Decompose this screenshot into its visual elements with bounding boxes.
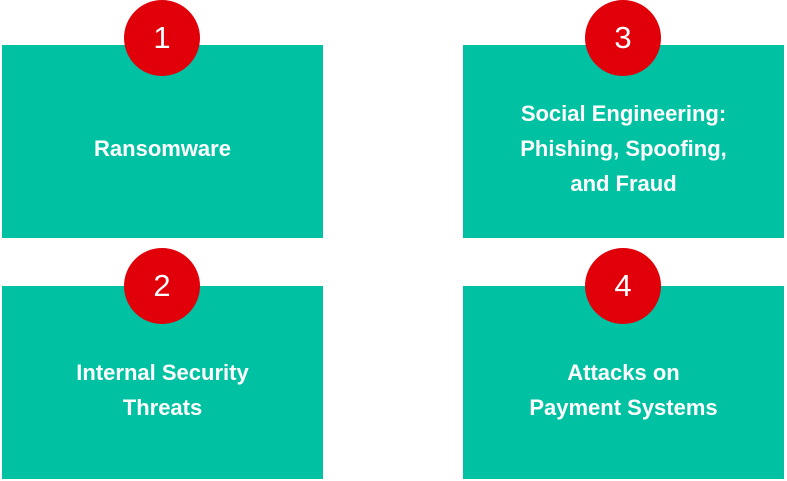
threat-card-label: Ransomware [94,136,231,161]
threat-card-ransomware: Ransomware [2,45,323,238]
threat-card-label: Attacks on Payment Systems [529,359,718,420]
threat-card-social-engineering: Social Engineering: Phishing, Spoofing, … [463,45,784,238]
threat-card-label: Internal Security Threats [76,359,249,420]
number-badge-4: 4 [585,248,661,324]
number-badge-1: 1 [124,0,200,76]
threat-card-label: Social Engineering: Phishing, Spoofing, … [520,101,727,196]
number-badge-3: 3 [585,0,661,76]
number-badge-2: 2 [124,248,200,324]
